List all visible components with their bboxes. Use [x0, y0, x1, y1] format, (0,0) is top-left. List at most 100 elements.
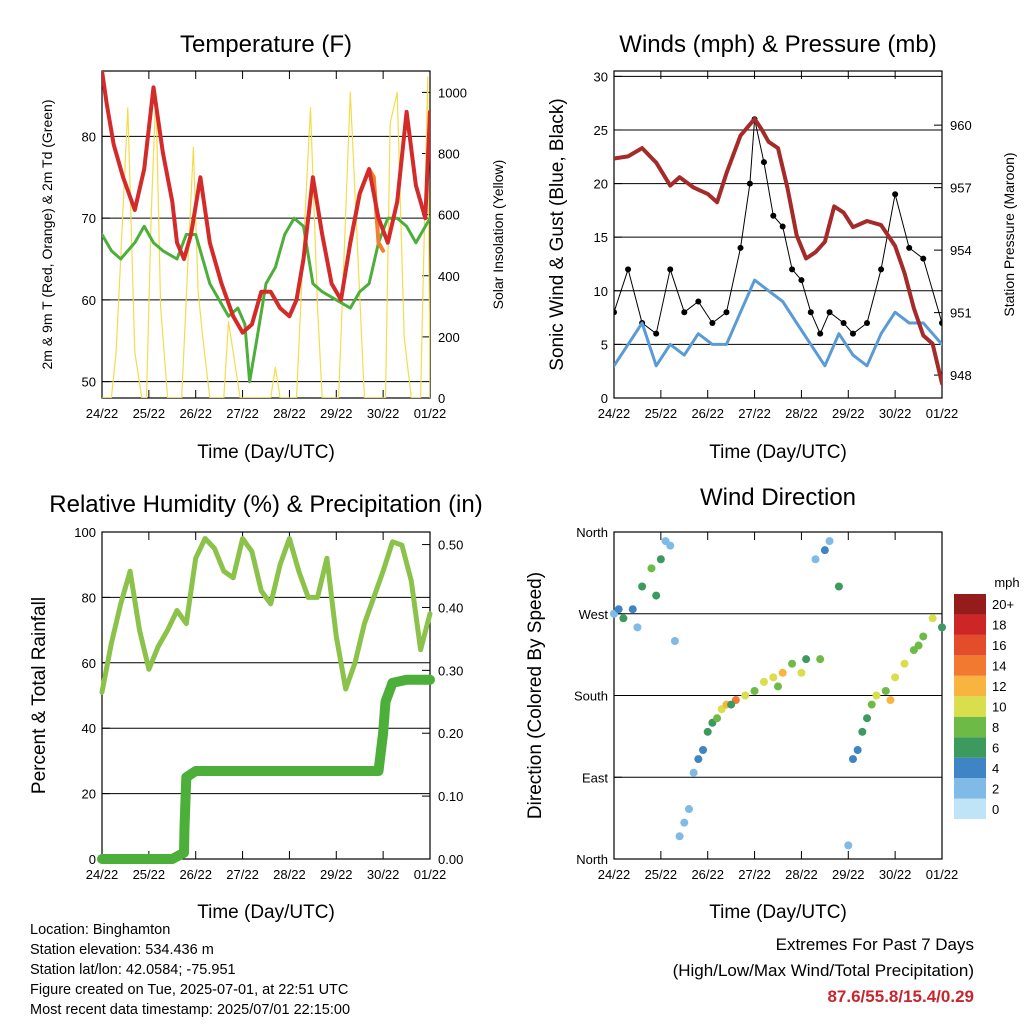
y-tick-label: 40: [82, 721, 96, 736]
colorbar-label: 8: [992, 720, 999, 735]
y-tick-label: 25: [594, 123, 608, 138]
direction-point: [670, 637, 679, 645]
direction-point: [713, 714, 722, 723]
chart-title: Winds (mph) & Pressure (mb): [619, 31, 936, 58]
colorbar-swatch: [954, 798, 986, 819]
direction-point: [684, 805, 693, 814]
direction-point: [802, 655, 811, 664]
x-tick-label: 30/22: [879, 867, 912, 882]
colorbar-label: 16: [992, 638, 1006, 653]
y-axis-label: Sonic Wind & Gust (Blue, Black): [547, 98, 568, 370]
direction-point: [834, 582, 843, 591]
direction-point: [675, 832, 684, 841]
x-tick-label: 25/22: [133, 867, 166, 882]
x-tick-label: 26/22: [179, 406, 212, 421]
y2-tick-label: 600: [438, 208, 460, 223]
direction-point: [914, 641, 923, 650]
x-tick-label: 29/22: [832, 867, 865, 882]
y2-tick-label: 0.30: [438, 663, 463, 678]
direction-point: [694, 755, 703, 764]
y-tick-label: West: [579, 607, 609, 622]
x-tick-label: 29/22: [832, 406, 865, 421]
y2-tick-label: 0.50: [438, 538, 463, 553]
x-tick-label: 30/22: [367, 867, 400, 882]
direction-point: [689, 768, 698, 777]
total-rainfall-line: [97, 674, 435, 864]
direction-point: [774, 682, 782, 691]
colorbar-label: 4: [992, 761, 999, 776]
y-axis-label: 2m & 9m T (Red, Orange) & 2m Td (Green): [39, 100, 55, 370]
y-tick-label: North: [576, 525, 608, 540]
y-tick-label: East: [582, 770, 608, 785]
direction-point: [788, 659, 797, 668]
direction-point: [863, 714, 872, 723]
direction-point: [811, 555, 820, 564]
x-tick-label: 27/22: [738, 867, 771, 882]
x-tick-label: 26/22: [179, 867, 212, 882]
colorbar-label: 12: [992, 679, 1006, 694]
chart-panel-1: 24/22 25/22 26/22 27/22 28/22 29/22 30/22 01/22…: [39, 31, 506, 463]
colorbar-swatch: [954, 757, 986, 779]
colorbar-swatch: [954, 614, 986, 635]
speed-colorbar: mph 0 2 4 6 8 10 12 14 16 18 20+: [954, 575, 1020, 819]
direction-point: [820, 546, 829, 555]
sonic-wind-line: [614, 278, 942, 368]
x-tick-label: 25/22: [645, 867, 678, 882]
x-tick-label: 24/22: [86, 867, 119, 882]
station-pressure-line: [614, 116, 942, 386]
x-tick-label: 27/22: [738, 406, 771, 421]
direction-point: [844, 841, 853, 850]
direction-point: [652, 591, 661, 600]
direction-point: [741, 691, 750, 700]
x-tick-label: 29/22: [320, 867, 353, 882]
x-axis-label: Time (Day/UTC): [197, 442, 335, 463]
station-elevation: Station elevation: 534.436 m: [30, 942, 214, 958]
direction-point: [614, 605, 623, 614]
colorbar-swatch: [954, 716, 986, 738]
y2-tick-label: 960: [950, 118, 972, 133]
x-tick-label: 30/22: [367, 406, 400, 421]
x-tick-label: 24/22: [86, 406, 119, 421]
y2-tick-label: 200: [438, 330, 460, 345]
colorbar-label: 10: [992, 700, 1006, 715]
direction-point: [858, 727, 867, 736]
y2-tick-label: 0.20: [438, 726, 463, 741]
x-tick-label: 26/22: [691, 867, 724, 882]
direction-point: [656, 555, 665, 564]
x-tick-label: 28/22: [785, 406, 818, 421]
direction-point: [872, 691, 881, 700]
station-latlon: Station lat/lon: 42.0584; -75.951: [30, 962, 236, 978]
y-tick-label: 20: [82, 787, 96, 802]
direction-point: [938, 623, 946, 632]
y2-tick-label: 0: [438, 391, 445, 406]
chart-title: Relative Humidity (%) & Precipitation (i…: [49, 491, 482, 518]
y-axis-label: Direction (Colored By Speed): [525, 572, 546, 819]
direction-point: [891, 673, 900, 682]
direction-point: [628, 605, 637, 614]
plot-frame: [101, 531, 431, 860]
y2-tick-label: 948: [950, 368, 972, 383]
y-tick-label: 10: [594, 284, 608, 299]
direction-point: [661, 537, 670, 546]
y-tick-label: 80: [82, 129, 96, 144]
colorbar-swatch: [954, 737, 986, 758]
direction-point: [619, 614, 628, 623]
y-tick-label: 70: [82, 211, 96, 226]
direction-point: [750, 686, 759, 695]
y-tick-label: 0: [89, 852, 96, 867]
y-tick-label: 20: [594, 177, 608, 192]
x-tick-label: 25/22: [645, 406, 678, 421]
x-tick-label: 28/22: [785, 867, 818, 882]
y-tick-label: 5: [601, 337, 608, 352]
station-location: Location: Binghamton: [30, 922, 171, 938]
direction-point: [699, 746, 708, 754]
x-tick-label: 27/22: [226, 406, 259, 421]
colorbar-swatch: [954, 634, 986, 656]
direction-point: [633, 623, 642, 632]
relative-humidity-line: [99, 536, 433, 695]
y-axis-label: Percent & Total Rainfall: [29, 597, 50, 794]
x-tick-label: 28/22: [273, 867, 306, 882]
direction-point: [825, 537, 834, 546]
colorbar-label: 14: [992, 659, 1006, 674]
